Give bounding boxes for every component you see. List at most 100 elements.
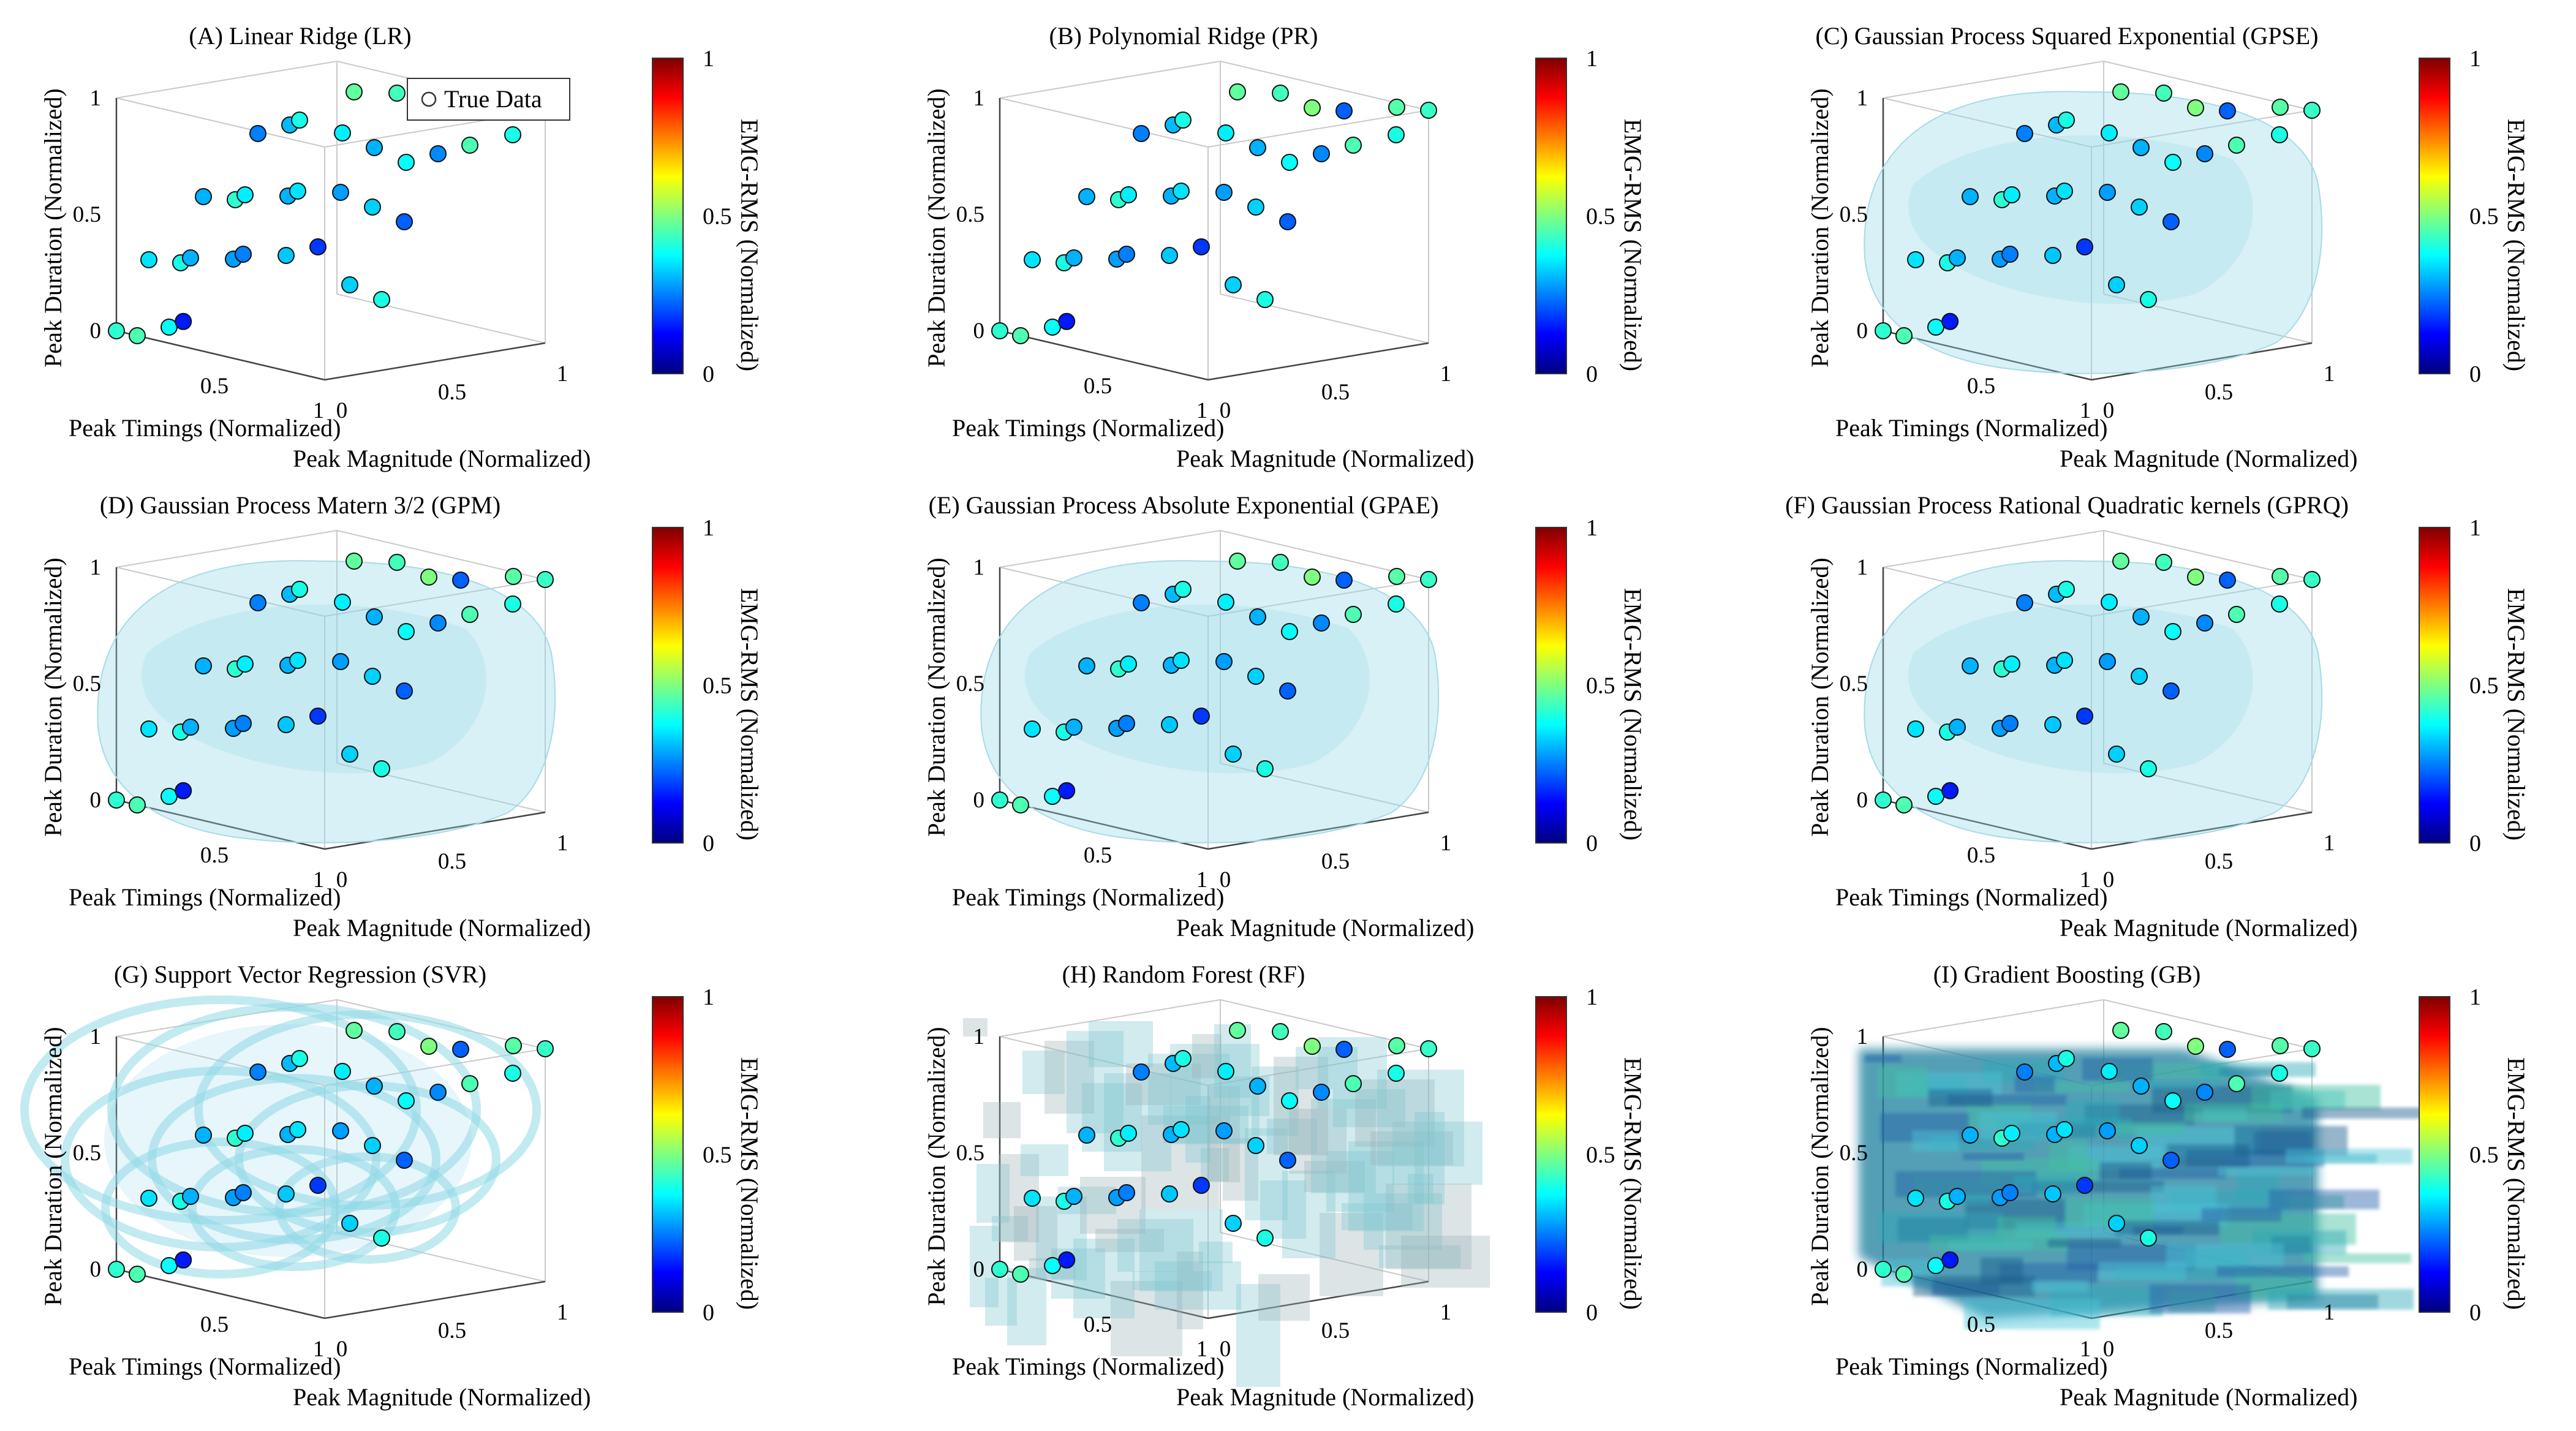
true-data-point [373,1229,390,1247]
true-data-point [332,1122,349,1139]
z-tick-label: 0 [973,788,985,813]
true-data-point [1161,716,1178,733]
rf-voxel [1111,1281,1182,1356]
y-tick-label: 0.5 [1321,380,1350,405]
true-data-point [1907,720,1924,738]
colorbar [652,527,684,844]
gb-block [2286,1149,2412,1164]
true-data-point [1272,85,1289,102]
true-data-point [2001,715,2019,732]
true-data-point [1927,788,1944,805]
y-tick-label: 0.5 [438,849,466,874]
true-data-point [364,198,381,216]
true-data-point [398,623,415,640]
z-tick-label: 0 [90,788,102,813]
y-tick-label: 1 [2324,1300,2335,1325]
z-tick-label: 0.5 [73,202,101,227]
true-data-point [1895,327,1913,344]
y-tick-label: 0.5 [438,1318,466,1343]
true-data-point [235,715,252,732]
true-data-point [1247,198,1264,216]
true-data-point [1247,668,1264,685]
true-data-point [2303,1040,2321,1057]
rf-voxel [976,1164,1010,1223]
colorbar-tick-label: 0 [1586,361,1598,387]
true-data-point [2187,1038,2204,1055]
rf-voxel [1348,1141,1424,1231]
y-tick-label: 0 [2103,398,2115,423]
panel-C: (C) Gaussian Process Squared Exponential… [1806,22,2530,472]
true-data-point [249,1063,266,1081]
colorbar [2419,996,2450,1313]
true-data-point [2164,1092,2181,1109]
true-data-point [1225,1215,1242,1232]
panel-F: (F) Gaussian Process Rational Quadratic … [1785,491,2530,942]
true-data-point [235,1184,252,1201]
true-data-point [1247,1137,1264,1154]
gb-block [1964,1299,2100,1329]
rf-voxel [1133,1271,1212,1290]
gb-block [2268,1289,2414,1310]
axis-line [324,1280,546,1320]
true-data-point [461,1075,478,1092]
true-data-point [1225,276,1242,293]
colorbar-tick-label: 1 [2469,46,2481,72]
legend-marker [421,91,437,107]
true-data-point [334,594,351,611]
true-data-point [1279,682,1296,700]
true-data-point [236,655,254,673]
true-data-point [1174,581,1192,598]
true-data-point [1345,606,1362,623]
axis-box-edge [999,530,1221,568]
true-data-point [1249,1078,1266,1095]
rf-voxel [1333,1089,1405,1127]
true-data-point [175,782,192,799]
rf-voxel [992,1216,1028,1241]
rf-voxel [1320,1213,1383,1296]
x-axis-label: Peak Timings (Normalized) [952,1353,1224,1380]
true-data-point [1217,1063,1234,1080]
true-data-point [2044,716,2061,733]
rf-voxel [1014,1206,1057,1261]
gb-block [1963,1153,2024,1160]
true-data-point [1256,1229,1274,1247]
rf-voxel [1282,1171,1335,1258]
rf-voxel [1304,1161,1365,1192]
true-data-point [309,1177,327,1194]
z-tick-label: 0.5 [73,1141,101,1166]
y-tick-label: 0.5 [2205,849,2233,874]
gb-block [2100,1163,2151,1180]
colorbar-tick-label: 1 [703,46,714,72]
true-data-point [1420,571,1437,588]
x-axis-label: Peak Timings (Normalized) [69,414,341,442]
axis-box-edge [1883,530,2104,568]
true-data-point [1173,652,1190,669]
axis-line [116,1268,325,1320]
svr-contour [107,1003,481,1217]
gb-block [2048,1239,2121,1247]
true-data-point [1875,791,1892,809]
axis-box-edge [1883,999,2104,1037]
true-data-point [1215,1122,1233,1139]
x-tick-label: 1 [2080,867,2091,893]
true-data-point [1012,1266,1029,1283]
colorbar-tick-label: 1 [1586,46,1598,72]
true-data-point [1962,1127,1979,1144]
true-data-point [1875,1261,1892,1278]
true-data-point [1313,145,1330,162]
x-axis-label: Peak Timings (Normalized) [1835,414,2107,442]
true-data-point [1279,213,1296,230]
y-axis-label: Peak Magnitude (Normalized) [1176,445,1475,472]
svr-contour [101,1138,340,1278]
true-data-point [1193,708,1210,725]
colorbar-tick-label: 0.5 [2469,204,2499,230]
z-axis-label: Peak Duration (Normalized) [39,1027,67,1305]
gb-block [2200,1062,2316,1077]
axis-box-edge [999,1036,1209,1086]
axis-box-edge [1220,1232,1429,1282]
z-axis-label: Peak Duration (Normalized) [39,557,67,836]
true-data-point [1335,1041,1353,1058]
true-data-point [161,319,178,336]
x-tick-label: 1 [313,398,325,423]
rf-voxel [1067,1031,1124,1133]
